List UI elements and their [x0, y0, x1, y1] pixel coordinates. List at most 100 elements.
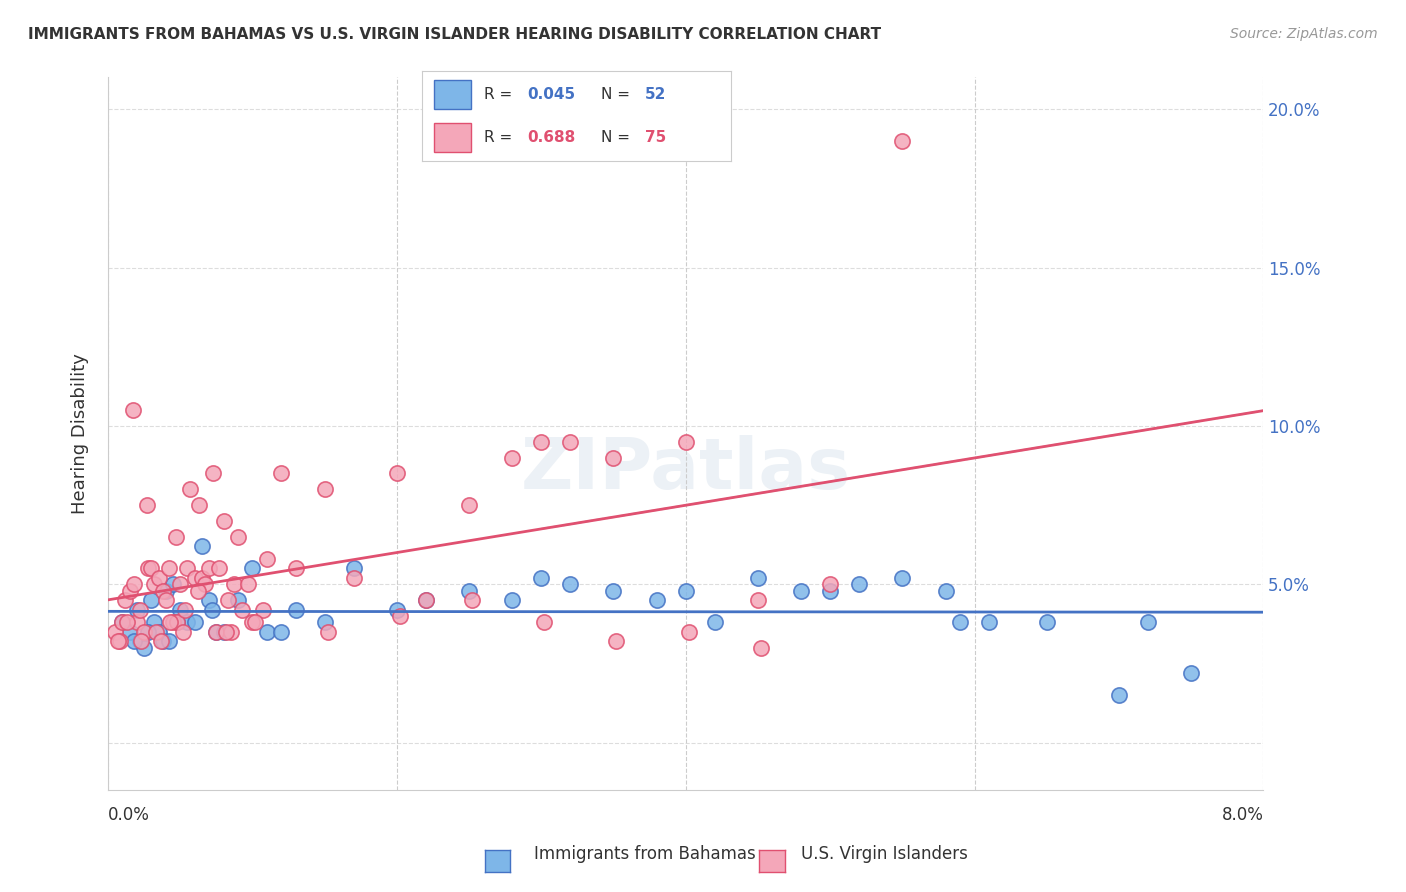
Text: Immigrants from Bahamas: Immigrants from Bahamas — [534, 846, 756, 863]
Point — [645, 593, 668, 607]
Text: IMMIGRANTS FROM BAHAMAS VS U.S. VIRGIN ISLANDER HEARING DISABILITY CORRELATION C: IMMIGRANTS FROM BAHAMAS VS U.S. VIRGIN I… — [28, 27, 882, 42]
Point — [848, 577, 870, 591]
Point — [270, 467, 292, 481]
Text: R =: R = — [484, 87, 517, 102]
Point — [132, 624, 155, 639]
Text: 0.688: 0.688 — [527, 130, 575, 145]
Point — [977, 615, 1000, 630]
Point — [501, 450, 523, 465]
Point — [141, 561, 163, 575]
Point — [245, 615, 267, 630]
Point — [132, 640, 155, 655]
Point — [949, 615, 972, 630]
Point — [818, 583, 841, 598]
Point — [270, 624, 292, 639]
Point — [157, 561, 180, 575]
Point — [202, 467, 225, 481]
Point — [148, 624, 170, 639]
Point — [169, 602, 191, 616]
Point — [891, 134, 914, 148]
Point — [602, 583, 624, 598]
Point — [1136, 615, 1159, 630]
Point — [208, 561, 231, 575]
Point — [138, 561, 160, 575]
Point — [122, 577, 145, 591]
Point — [176, 561, 198, 575]
Text: 52: 52 — [644, 87, 666, 102]
Point — [128, 634, 150, 648]
Point — [215, 624, 238, 639]
Point — [138, 624, 160, 639]
Point — [212, 514, 235, 528]
Text: N =: N = — [602, 130, 636, 145]
Point — [118, 583, 141, 598]
Point — [226, 530, 249, 544]
Bar — [434, 123, 471, 152]
Point — [205, 624, 228, 639]
Point — [675, 583, 697, 598]
Point — [125, 615, 148, 630]
Point — [169, 577, 191, 591]
Point — [790, 583, 813, 598]
Point — [314, 615, 336, 630]
Point — [314, 483, 336, 497]
Point — [458, 583, 481, 598]
Point — [605, 634, 627, 648]
Text: 75: 75 — [644, 130, 666, 145]
Point — [217, 593, 239, 607]
Point — [152, 583, 174, 598]
Point — [891, 571, 914, 585]
Text: Source: ZipAtlas.com: Source: ZipAtlas.com — [1230, 27, 1378, 41]
Point — [458, 498, 481, 512]
Point — [222, 577, 245, 591]
Point — [342, 561, 364, 575]
Point — [155, 583, 177, 598]
Text: 0.045: 0.045 — [527, 87, 575, 102]
Point — [284, 602, 307, 616]
Point — [188, 498, 211, 512]
Point — [122, 634, 145, 648]
Point — [231, 602, 253, 616]
Point — [162, 615, 184, 630]
Point — [242, 615, 264, 630]
Point — [747, 593, 769, 607]
Point — [749, 640, 772, 655]
Point — [165, 530, 187, 544]
Point — [201, 602, 224, 616]
Point — [198, 593, 221, 607]
Point — [205, 624, 228, 639]
Point — [530, 434, 553, 449]
Point — [388, 609, 411, 624]
Point — [136, 498, 159, 512]
Point — [415, 593, 437, 607]
Y-axis label: Hearing Disability: Hearing Disability — [72, 353, 89, 515]
Point — [162, 577, 184, 591]
Point — [461, 593, 484, 607]
Point — [107, 634, 129, 648]
Point — [252, 602, 274, 616]
Point — [150, 634, 173, 648]
Point — [256, 552, 278, 566]
Point — [558, 577, 581, 591]
Text: 0.0%: 0.0% — [108, 806, 150, 824]
Point — [935, 583, 957, 598]
Point — [118, 624, 141, 639]
Point — [129, 634, 152, 648]
Point — [1180, 665, 1202, 680]
Point — [108, 634, 131, 648]
Point — [115, 615, 138, 630]
Point — [179, 483, 201, 497]
Point — [191, 571, 214, 585]
Text: N =: N = — [602, 87, 636, 102]
Point — [111, 615, 134, 630]
Point — [219, 624, 242, 639]
Point — [385, 602, 408, 616]
Point — [415, 593, 437, 607]
Text: ZIPatlas: ZIPatlas — [520, 435, 851, 504]
Point — [385, 467, 408, 481]
Text: 8.0%: 8.0% — [1222, 806, 1264, 824]
Point — [145, 624, 167, 639]
Point — [143, 577, 166, 591]
Text: R =: R = — [484, 130, 517, 145]
Point — [1108, 688, 1130, 702]
